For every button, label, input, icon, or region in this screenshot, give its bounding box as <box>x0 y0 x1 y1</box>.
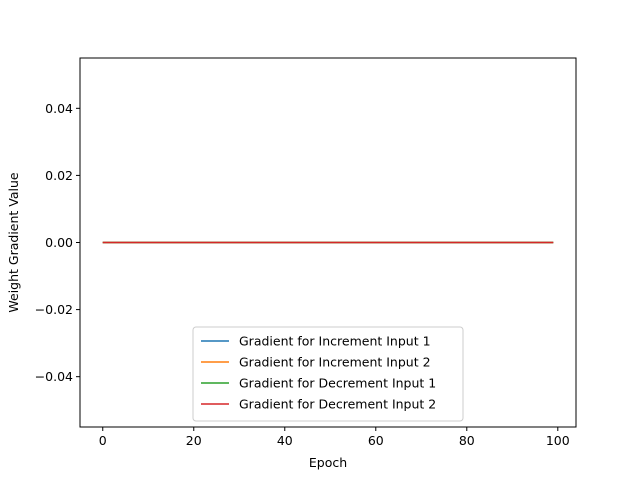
x-axis-label: Epoch <box>309 455 347 470</box>
legend-label-3: Gradient for Decrement Input 1 <box>239 376 436 391</box>
y-tick-label: 0.00 <box>45 235 73 250</box>
y-tick-label: 0.04 <box>45 101 73 116</box>
legend-label-1: Gradient for Increment Input 1 <box>239 334 431 349</box>
y-tick-label: 0.02 <box>45 168 73 183</box>
x-tick-label: 0 <box>99 433 107 448</box>
axes: 0 20 40 60 80 100 −0.04 −0.02 0.00 0.02 0.04 Epoch W… <box>6 57 577 470</box>
x-tick-label: 40 <box>277 433 293 448</box>
x-tick-label: 80 <box>459 433 475 448</box>
y-axis-label: Weight Gradient Value <box>6 172 21 313</box>
legend: Gradient for Increment Input 1 Gradient f… <box>192 326 464 422</box>
y-tick-label: −0.02 <box>35 302 73 317</box>
legend-box <box>192 326 464 422</box>
legend-label-2: Gradient for Increment Input 2 <box>239 355 431 370</box>
x-tick-label: 60 <box>368 433 384 448</box>
x-tick-label: 100 <box>546 433 570 448</box>
legend-label-4: Gradient for Decrement Input 2 <box>239 397 436 412</box>
x-tick-label: 20 <box>186 433 202 448</box>
y-tick-label: −0.04 <box>35 369 73 384</box>
